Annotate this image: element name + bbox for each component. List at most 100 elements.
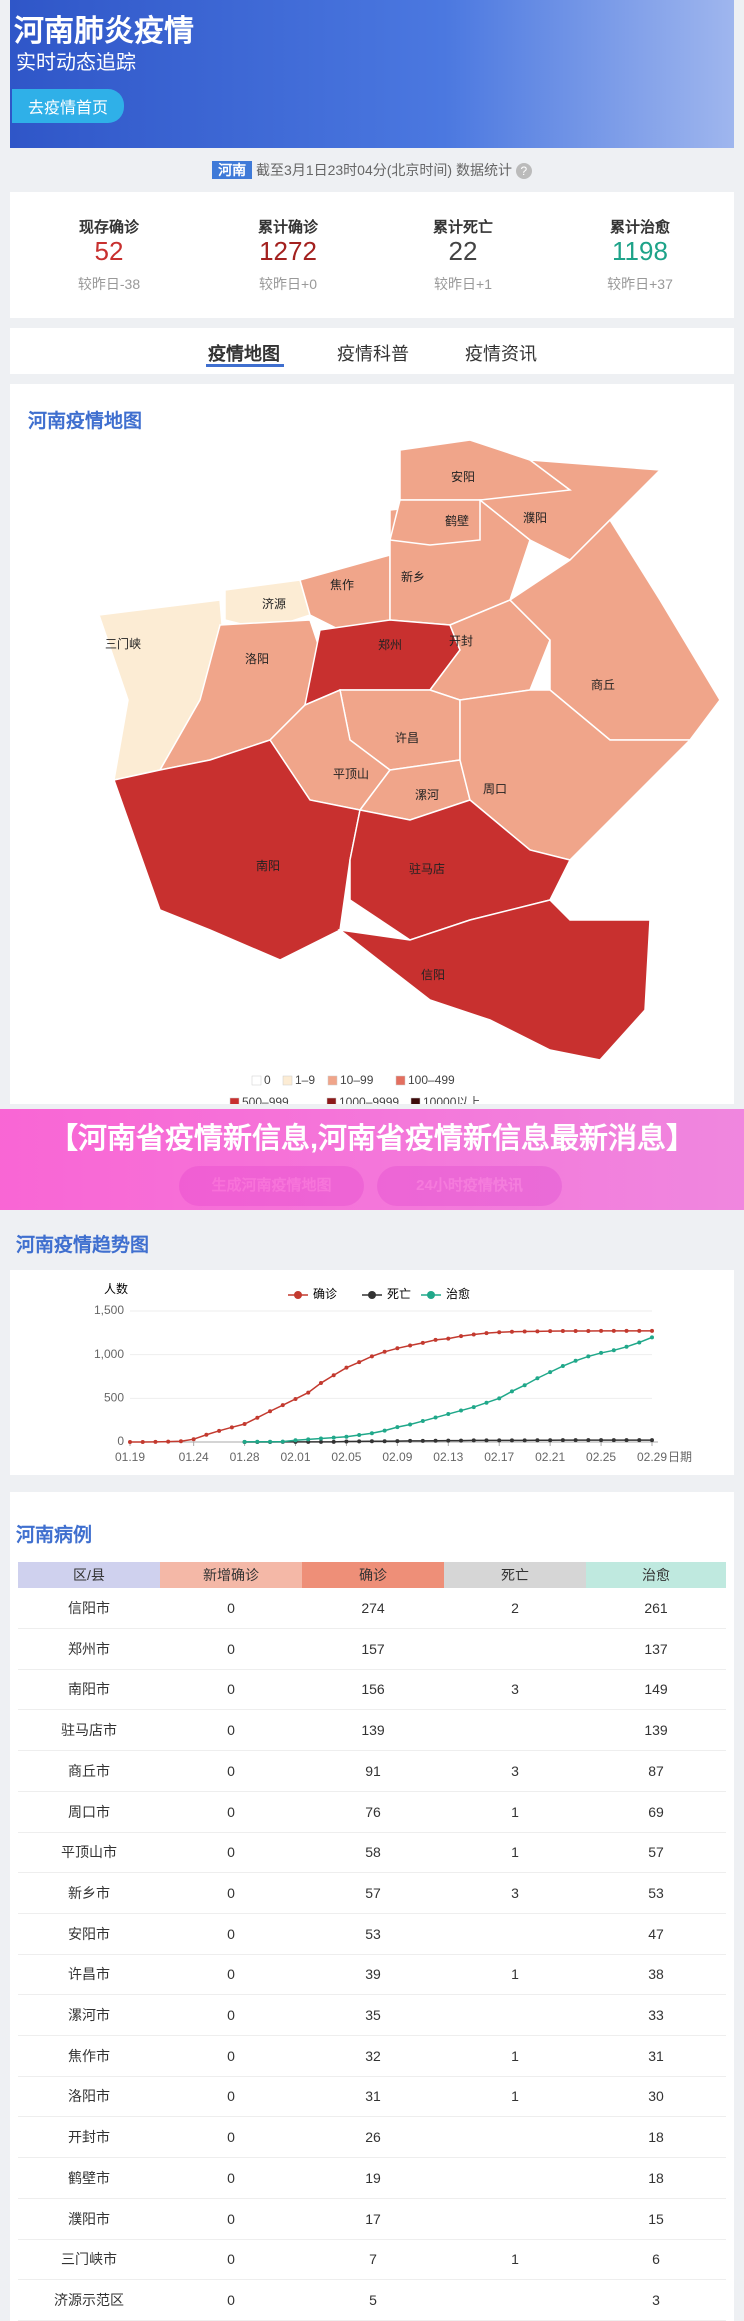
table-cell: 新乡市 (68, 1884, 110, 1901)
row-divider (18, 1668, 726, 1670)
data-point (395, 1439, 400, 1444)
data-point (344, 1365, 349, 1370)
x-tick-label: 02.21 (535, 1450, 565, 1464)
table-cell: 3 (511, 1762, 519, 1779)
legend-swatch (229, 1097, 240, 1104)
table-cell: 0 (227, 2129, 235, 2146)
table-cell: 焦作市 (68, 2047, 110, 2064)
table-card: 河南病例 区/县 新增确诊 确诊 死亡 治愈 信阳市 0 274 2 261 郑州市 0 157 137 南… (10, 1492, 734, 2321)
row-divider (18, 1953, 726, 1955)
data-point (357, 1433, 362, 1438)
data-point (459, 1408, 464, 1413)
x-tick-label: 02.01 (280, 1450, 310, 1464)
table-cell: 0 (227, 1884, 235, 1901)
y-tick-label: 1,500 (94, 1303, 124, 1317)
stats-card: 现存确诊 52 较昨日-38 累计确诊 1272 较昨日+0 累计死亡 22 较昨日+1 累计治愈… (10, 192, 734, 318)
data-point (599, 1438, 604, 1443)
data-point (484, 1400, 489, 1405)
table-cell: 3 (652, 2291, 660, 2308)
legend-swatch (327, 1075, 338, 1086)
region-label: 开封 (449, 634, 473, 648)
data-point (318, 1381, 323, 1386)
tab[interactable]: 疫情科普 (337, 344, 409, 364)
region-label: 鹤壁 (445, 513, 469, 528)
table-cell: 53 (648, 1884, 664, 1901)
x-tick-label: 02.05 (331, 1450, 361, 1464)
table-cell: 0 (227, 1600, 235, 1616)
stat-value: 1272 (259, 236, 317, 266)
data-point (560, 1364, 565, 1369)
data-point (535, 1376, 540, 1381)
table-cell: 6 (652, 2251, 660, 2268)
table-cell: 0 (227, 2088, 235, 2105)
data-point (459, 1438, 464, 1443)
y-axis-title: 人数 (104, 1281, 128, 1296)
table-cell: 3 (511, 1884, 519, 1901)
table-cell: 69 (648, 1803, 664, 1820)
row-divider (18, 2279, 726, 2281)
banner-title: 河南肺炎疫情 (14, 15, 194, 48)
data-point (446, 1412, 451, 1417)
y-tick-label: 0 (117, 1434, 124, 1448)
data-point (611, 1348, 616, 1353)
data-point (318, 1439, 323, 1444)
legend-label: 死亡 (387, 1287, 411, 1301)
stat-label: 累计治愈 (609, 219, 670, 236)
chart-card: 人数 日期 0 500 1,000 1,500 01.19 01.24 01.28 02.01 02… (10, 1270, 734, 1475)
map-region (299, 554, 391, 631)
table-cell: 1 (511, 2047, 519, 2064)
stat-change: 较昨日+37 (607, 276, 673, 292)
map-region (389, 499, 481, 546)
table-cell: 鹤壁市 (68, 2169, 110, 2186)
data-point (229, 1425, 234, 1430)
table-cell: 58 (365, 1844, 381, 1861)
table-cell: 0 (227, 1722, 235, 1739)
table-cell: 18 (648, 2169, 664, 2186)
data-point (586, 1354, 591, 1359)
table-cell: 0 (227, 1640, 235, 1657)
help-icon[interactable]: ? (515, 163, 532, 179)
data-point (306, 1390, 311, 1395)
table-cell: 47 (648, 1925, 664, 1942)
status-line: 河南 截至3月1日23时04分(北京时间) 数据统计 ? (0, 160, 744, 180)
region-label: 漯河 (415, 788, 439, 802)
table-cell: 2 (511, 1600, 519, 1616)
x-tick-label: 02.29 (637, 1450, 667, 1464)
table-cell: 31 (648, 2047, 664, 2064)
status-text: 截至3月1日23时04分(北京时间) 数据统计 (256, 162, 512, 178)
legend-swatch (410, 1097, 421, 1104)
tab[interactable]: 疫情地图 (208, 344, 280, 364)
legend-label: 1–9 (295, 1073, 315, 1087)
table-cell: 26 (365, 2129, 381, 2146)
stat-value: 22 (448, 236, 478, 266)
region-label: 驻马店 (409, 861, 445, 876)
stat-value: 52 (94, 236, 124, 266)
region-label: 平顶山 (333, 767, 369, 781)
row-divider (18, 2157, 726, 2159)
map-region (478, 459, 662, 561)
data-point (650, 1328, 654, 1333)
table-cell: 274 (361, 1600, 385, 1616)
stat-value: 1198 (612, 236, 668, 266)
tab[interactable]: 疫情资讯 (465, 344, 537, 364)
legend-swatch (282, 1075, 293, 1086)
map-region (459, 689, 692, 861)
table-cell: 157 (361, 1640, 385, 1657)
data-point (242, 1439, 247, 1444)
overlay-title: 【河南省疫情新信息,河南省疫情新信息最新消息】 (48, 1123, 696, 1155)
data-point (382, 1349, 387, 1354)
data-point (420, 1438, 425, 1443)
data-point (408, 1422, 413, 1427)
data-point (471, 1438, 476, 1443)
legend-label: 1000–9999 (339, 1095, 399, 1104)
data-point (408, 1343, 413, 1348)
data-point (446, 1336, 451, 1341)
data-point (497, 1396, 502, 1401)
x-axis-title: 日期 (668, 1450, 692, 1464)
table-cell: 0 (227, 2210, 235, 2227)
y-tick-label: 500 (104, 1391, 124, 1405)
stat-label: 现存确诊 (78, 219, 139, 236)
x-tick-label: 02.25 (586, 1450, 616, 1464)
data-point (611, 1438, 616, 1443)
home-button[interactable]: 去疫情首页 (12, 89, 125, 123)
